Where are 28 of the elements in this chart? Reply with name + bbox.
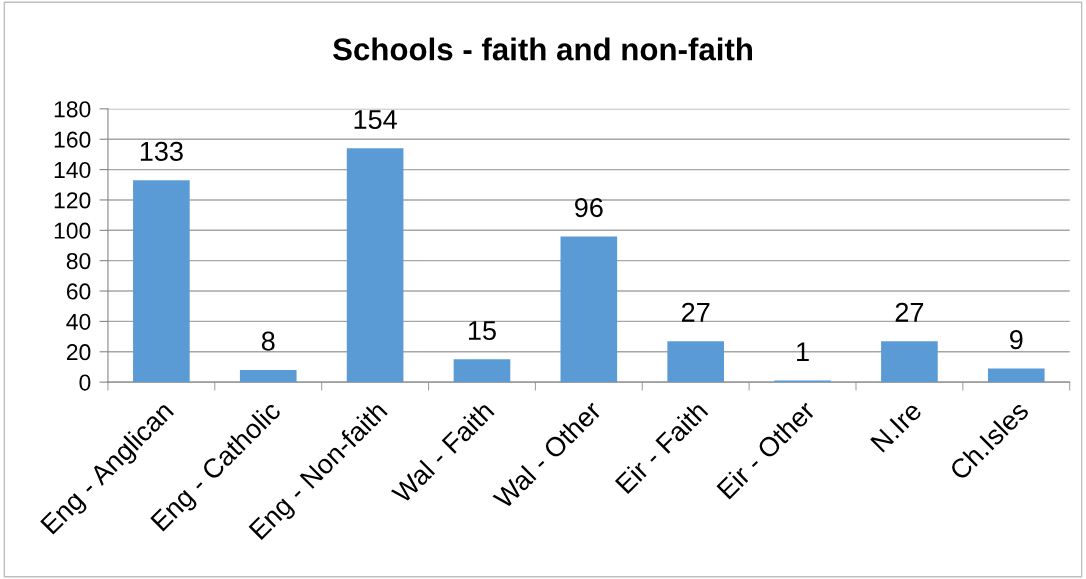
data-label: 1 [797,342,809,362]
bar [453,359,511,383]
data-label: 27 [681,302,710,322]
bar [987,368,1045,383]
y-tick-label: 120 [54,192,91,209]
y-tick-label: 20 [66,344,91,361]
bar [881,341,938,383]
y-tick-label: 180 [54,101,91,118]
y-tick-label: 60 [66,283,91,300]
data-label: 154 [354,110,397,130]
data-label: 15 [468,321,496,341]
bar [239,369,297,383]
bar [133,180,190,383]
y-tick-label: 80 [66,252,91,270]
bar [667,341,725,383]
data-label: 133 [140,141,183,161]
chart-title: Schools - faith and non-faith [333,37,753,61]
bar [346,148,404,383]
y-tick-label: 160 [54,131,91,148]
y-tick-label: 40 [66,313,91,330]
data-label: 9 [1010,330,1023,350]
y-tick-label: 140 [54,161,91,179]
bar [560,236,618,383]
data-label: 96 [575,197,603,218]
y-tick-label: 0 [79,374,91,391]
y-tick-label: 100 [54,222,91,239]
data-label: 27 [895,302,924,322]
data-label: 8 [261,331,275,351]
